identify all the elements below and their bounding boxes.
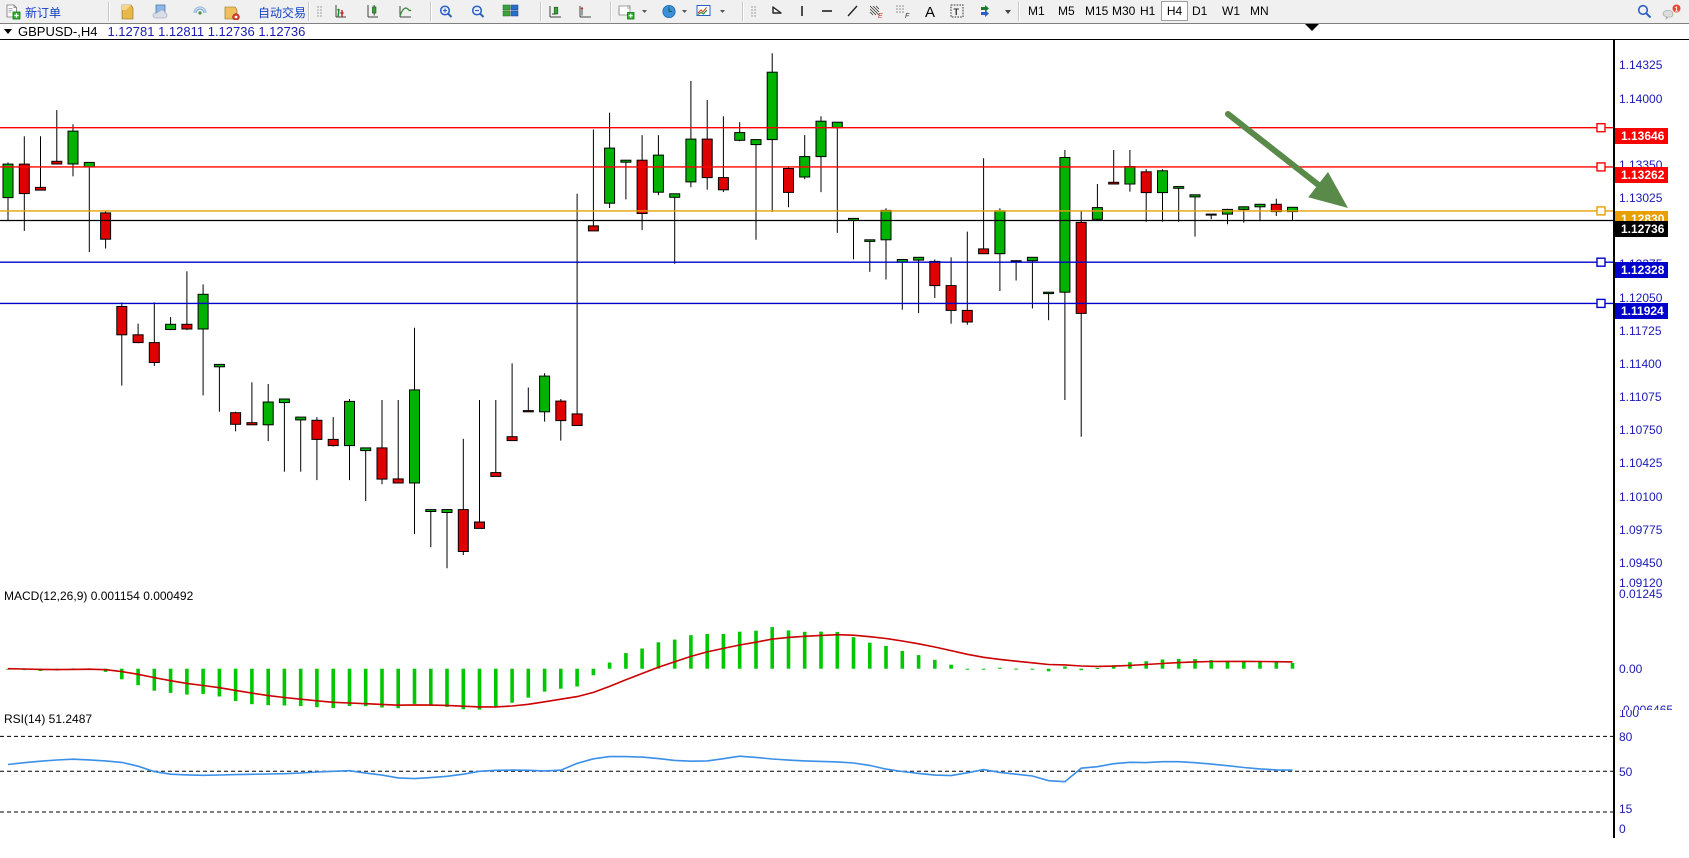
svg-text:E: E [878,13,883,20]
svg-text:1: 1 [1675,6,1679,13]
svg-text:T: T [954,7,960,17]
svg-text:F: F [905,13,910,20]
